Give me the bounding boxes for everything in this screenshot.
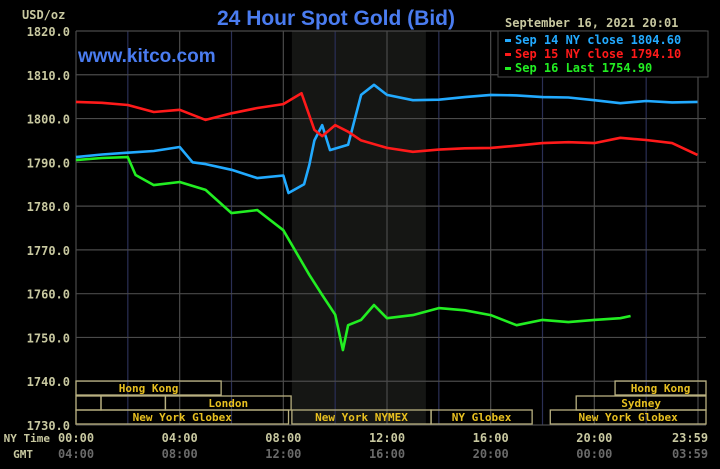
nymex-session-shade (291, 31, 426, 425)
session-box (100, 395, 167, 411)
series-line-2 (75, 91, 699, 157)
x-tick-label-gmt: 08:00 (162, 447, 198, 461)
session-label: Hong Kong (119, 382, 179, 395)
session-label: New York Globex (578, 411, 678, 424)
y-tick-label: 1750.0 (27, 331, 70, 345)
ny-time-row-label: NY Time (4, 432, 51, 445)
legend-entry: Sep 14 NY close 1804.60 (515, 33, 681, 47)
session-box (614, 380, 707, 396)
x-tick-label-ny: 04:00 (162, 431, 198, 445)
session-box (549, 409, 707, 425)
x-tick-label-ny: 12:00 (369, 431, 405, 445)
legend-entry: Sep 16 Last 1754.90 (515, 61, 652, 75)
y-tick-label: 1760.0 (27, 288, 70, 302)
y-tick-label: 1820.0 (27, 25, 70, 39)
x-tick-label-gmt: 04:00 (58, 447, 94, 461)
session-box (75, 395, 102, 411)
series-line-3 (75, 155, 631, 352)
session-label: NY Globex (452, 411, 512, 424)
session-label: New York Globex (133, 411, 233, 424)
session-box (75, 380, 222, 396)
y-axis-unit: USD/oz (22, 8, 65, 22)
watermark: www.kitco.com (77, 46, 216, 67)
session-label: Sydney (621, 397, 661, 410)
x-tick-label-ny: 00:00 (58, 431, 94, 445)
x-tick-label-gmt: 03:59 (672, 447, 708, 461)
session-label: Hong Kong (631, 382, 691, 395)
x-tick-label-ny: 23:59 (672, 431, 708, 445)
gmt-row-label: GMT (13, 448, 33, 461)
x-tick-label-ny: 20:00 (576, 431, 612, 445)
session-label: London (208, 397, 248, 410)
x-tick-label-gmt: 00:00 (576, 447, 612, 461)
legend-swatch (505, 67, 511, 70)
legend-swatch (505, 39, 511, 42)
y-tick-label: 1790.0 (27, 156, 70, 170)
y-tick-label: 1800.0 (27, 113, 70, 127)
timestamp: September 16, 2021 20:01 (505, 16, 678, 30)
legend-swatch (505, 53, 511, 56)
series-line-1 (75, 83, 698, 195)
x-tick-label-gmt: 16:00 (369, 447, 405, 461)
session-box (75, 409, 290, 425)
y-tick-label: 1740.0 (27, 375, 70, 389)
x-tick-label-ny: 16:00 (473, 431, 509, 445)
session-box (430, 409, 533, 425)
y-tick-label: 1780.0 (27, 200, 70, 214)
x-tick-label-gmt: 20:00 (473, 447, 509, 461)
y-tick-label: 1730.0 (27, 419, 70, 433)
y-tick-label: 1770.0 (27, 244, 70, 258)
x-tick-label-gmt: 12:00 (265, 447, 301, 461)
y-tick-label: 1810.0 (27, 69, 70, 83)
legend-entry: Sep 15 NY close 1794.10 (515, 47, 681, 61)
chart-title: 24 Hour Spot Gold (Bid) (217, 7, 455, 30)
session-label: New York NYMEX (315, 411, 408, 424)
x-tick-label-ny: 08:00 (265, 431, 301, 445)
